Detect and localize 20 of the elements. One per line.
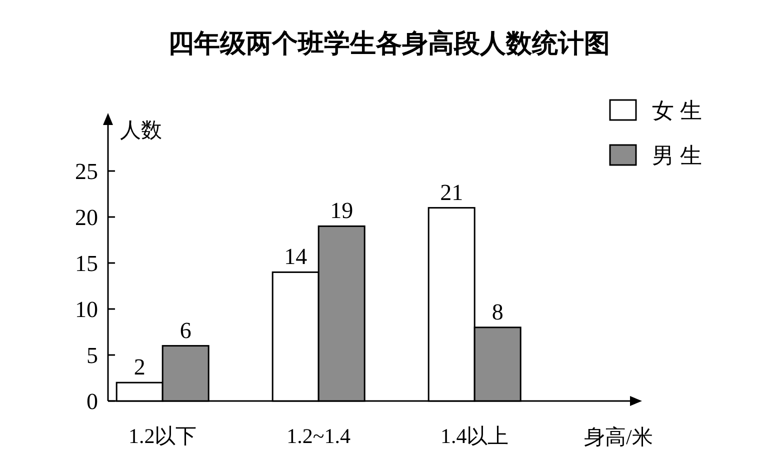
data-label: 8	[492, 299, 504, 324]
data-label: 2	[134, 354, 146, 380]
x-tick-label: 1.2以下	[128, 424, 197, 448]
y-tick-label: 0	[86, 389, 98, 414]
y-tick-label: 15	[75, 251, 98, 276]
y-tick-label: 10	[75, 297, 98, 322]
data-label: 21	[440, 180, 464, 205]
data-label: 6	[180, 318, 192, 343]
x-tick-label: 1.4以上	[440, 424, 509, 448]
y-axis-title: 人数	[120, 118, 162, 142]
data-label: 19	[330, 198, 354, 224]
y-tick-label: 5	[86, 343, 98, 368]
y-tick-label: 25	[75, 159, 98, 184]
y-tick-label: 20	[75, 205, 98, 230]
legend-label: 女生	[652, 98, 708, 123]
x-axis-title: 身高/米	[584, 425, 653, 449]
legend-label: 男生	[652, 143, 708, 168]
chart-title: 四年级两个班学生各身高段人数统计图	[168, 29, 610, 58]
x-tick-label: 1.2~1.4	[286, 424, 352, 448]
data-label: 14	[284, 244, 308, 270]
